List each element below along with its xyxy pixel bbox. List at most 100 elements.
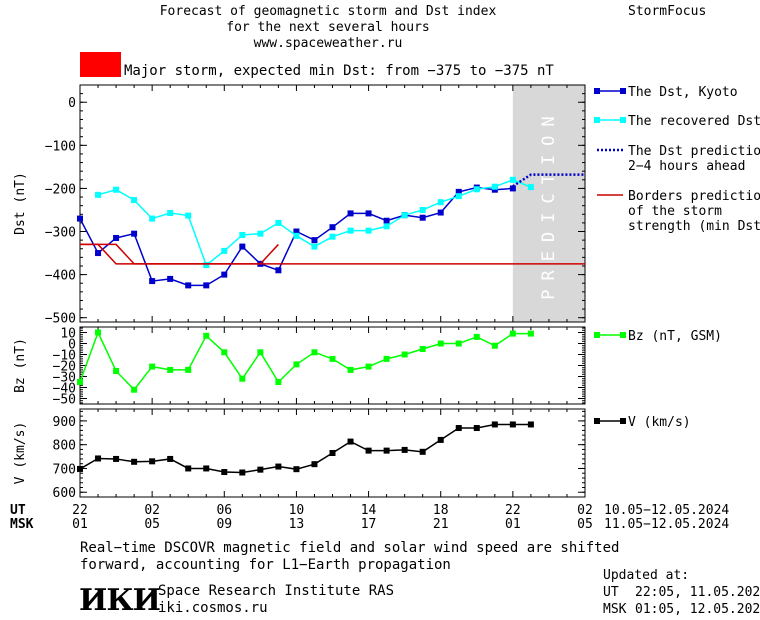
- y-tick-label: −50: [53, 393, 76, 408]
- speed-data-point: [185, 465, 192, 472]
- speed-data-point: [167, 455, 174, 462]
- bz-data-point: [437, 340, 444, 347]
- y-tick-label: 0: [68, 338, 76, 353]
- bz-data-point: [419, 346, 426, 352]
- speed-data-point: [239, 469, 246, 476]
- speed-data-point: [203, 465, 210, 472]
- y-tick-label: −100: [45, 139, 76, 154]
- bz-data-point: [185, 366, 192, 373]
- bz-data-point: [293, 361, 300, 368]
- legend-marker: [594, 332, 600, 338]
- legend-entry-speed: [594, 418, 626, 424]
- dst-panel-frame: [79, 84, 586, 323]
- legend-entry-1: [594, 117, 626, 123]
- site-url: www.spaceweather.ru: [253, 36, 403, 51]
- dst-data-point: [329, 233, 336, 240]
- msk-tick-label: 21: [433, 517, 449, 532]
- speed-y-axis-label: V (km/s): [13, 422, 28, 485]
- dst-data-point: [473, 186, 480, 193]
- updated-msk-label: MSK: [603, 602, 627, 617]
- legend-label: Bz (nT, GSM): [628, 329, 722, 344]
- speed-data-point: [131, 458, 138, 465]
- institute-name: Space Research Institute RAS: [158, 583, 395, 599]
- dst-data-point: [293, 232, 300, 239]
- ut-range: 10.05−12.05.2024: [604, 503, 730, 518]
- dst-data-point: [329, 224, 336, 231]
- bz-data-point: [365, 363, 372, 370]
- bz-data-point: [167, 366, 174, 373]
- dst-data-point: [167, 275, 174, 282]
- ut-tick-label: 02: [577, 503, 593, 518]
- dst-data-point: [293, 228, 300, 235]
- dst-series-line-3: [80, 243, 279, 265]
- updated-ut-time: 22:05, 11.05.2024: [635, 585, 760, 600]
- prediction-region: [512, 85, 585, 322]
- dst-data-point: [203, 262, 210, 269]
- dst-data-point: [437, 209, 444, 216]
- speed-data-point: [365, 447, 372, 454]
- y-tick-label: 700: [53, 462, 76, 477]
- ut-tick-label: 02: [144, 503, 160, 518]
- ut-tick-label: 10: [289, 503, 305, 518]
- dst-data-point: [185, 212, 192, 219]
- msk-label: MSK: [10, 517, 34, 532]
- dst-data-point: [455, 193, 462, 200]
- msk-tick-label: 05: [144, 517, 160, 532]
- bz-data-point: [491, 342, 498, 349]
- speed-series-line-0: [79, 423, 531, 474]
- bz-data-point: [347, 366, 354, 373]
- speed-data-point: [473, 425, 480, 432]
- dst-data-point: [239, 231, 246, 238]
- dst-data-point: [221, 271, 228, 278]
- dst-data-point: [455, 188, 462, 195]
- dst-data-point: [275, 219, 282, 226]
- bz-data-point: [221, 349, 228, 356]
- msk-tick-label: 01: [505, 517, 521, 532]
- bz-data-point: [455, 340, 462, 347]
- dst-data-point: [167, 209, 174, 216]
- institute-url[interactable]: iki.cosmos.ru: [158, 600, 268, 616]
- y-tick-label: 0: [68, 96, 76, 111]
- dst-data-point: [365, 210, 372, 217]
- legend-label: The Dst, Kyoto: [628, 85, 738, 100]
- dst-data-point: [437, 199, 444, 206]
- msk-tick-label: 01: [72, 517, 88, 532]
- y-tick-label: −400: [45, 269, 76, 284]
- propagation-note-line1: Real−time DSCOVR magnetic field and sola…: [80, 540, 620, 556]
- dst-data-point: [95, 191, 102, 198]
- dst-data-point: [149, 215, 156, 222]
- speed-data-point: [221, 469, 228, 476]
- bz-data-point: [149, 363, 156, 370]
- dst-data-point: [509, 185, 516, 192]
- dst-data-point: [347, 210, 354, 217]
- bz-data-point: [383, 355, 390, 362]
- legend-marker: [594, 117, 600, 123]
- bz-data-point: [203, 332, 210, 339]
- ut-tick-label: 14: [361, 503, 377, 518]
- bz-data-point: [401, 351, 408, 358]
- y-tick-label: −300: [45, 226, 76, 241]
- ut-label: UT: [10, 503, 26, 518]
- speed-data-point: [257, 466, 264, 473]
- y-tick-label: −10: [53, 349, 76, 364]
- bz-data-point: [239, 375, 246, 382]
- dst-data-point: [149, 278, 156, 285]
- dst-data-point: [257, 230, 264, 237]
- y-tick-label: 600: [53, 486, 76, 501]
- y-tick-label: −200: [45, 182, 76, 197]
- updated-label: Updated at:: [603, 568, 690, 583]
- msk-tick-label: 17: [361, 517, 377, 532]
- prediction-label: PREDICTION: [539, 107, 559, 299]
- speed-data-point: [113, 455, 120, 462]
- propagation-note-line2: forward, accounting for L1−Earth propaga…: [80, 557, 451, 573]
- alert-color-box: [80, 52, 121, 77]
- msk-tick-label: 13: [289, 517, 305, 532]
- legend-label: of the storm: [628, 204, 722, 219]
- bz-data-point: [131, 386, 138, 393]
- dst-series-line-4: [80, 243, 585, 265]
- legend-entry-0: [594, 88, 626, 94]
- speed-data-point: [401, 446, 408, 453]
- bz-series-line-0: [79, 330, 531, 391]
- dst-data-point: [185, 282, 192, 289]
